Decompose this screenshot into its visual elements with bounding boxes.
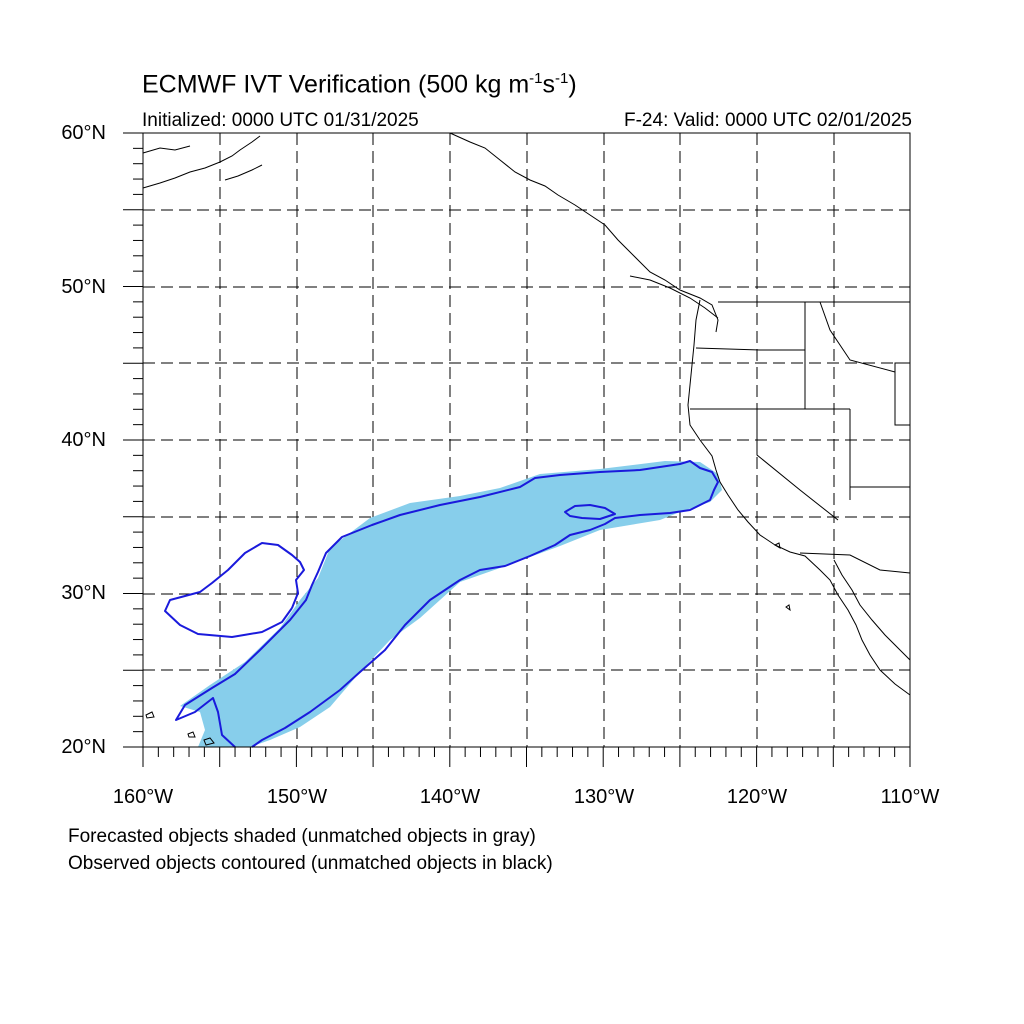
observed-legend-note: Observed objects contoured (unmatched ob…: [68, 853, 553, 874]
us-west-coast: [687, 299, 911, 696]
forecast-legend-note: Forecasted objects shaded (unmatched obj…: [68, 826, 536, 847]
observed-main-object: [175, 460, 719, 748]
observed-ivt-contours: [164, 460, 719, 748]
valid-label: F-24: Valid: 0000 UTC 02/01/2025: [624, 110, 912, 131]
lat-label-30n: 30°N: [61, 582, 106, 604]
lon-label-160w: 160°W: [112, 786, 174, 808]
forecast-ivt-object: [180, 461, 722, 747]
map-title: ECMWF IVT Verification (500 kg m-1s-1): [142, 70, 577, 99]
lon-label-130w: 130°W: [573, 786, 635, 808]
lon-label-120w: 120°W: [726, 786, 788, 808]
montana-border: [819, 301, 896, 373]
observed-inner-gap: [564, 504, 616, 520]
initialized-label: Initialized: 0000 UTC 01/31/2025: [142, 110, 419, 131]
lat-label-20n: 20°N: [61, 736, 106, 758]
alaska-coast: [142, 132, 719, 333]
vancouver-island: [629, 275, 719, 319]
political-borders: [690, 301, 911, 574]
lon-label-110w: 110°W: [880, 786, 940, 808]
channel-islands: [773, 542, 791, 612]
ca-nv-border: [756, 409, 839, 521]
mexico-border: [799, 552, 911, 574]
wa-or-border: [695, 347, 805, 351]
axis-ticks: [123, 132, 911, 767]
baja-coast: [833, 559, 911, 661]
lat-label-60n: 60°N: [61, 122, 106, 144]
lat-label-40n: 40°N: [61, 429, 106, 451]
observed-west-lobe: [164, 542, 305, 638]
lat-label-50n: 50°N: [61, 276, 106, 298]
wyoming-border: [894, 362, 911, 426]
hawaii-islands: [145, 711, 215, 746]
lon-label-140w: 140°W: [419, 786, 481, 808]
lon-label-150w: 150°W: [266, 786, 328, 808]
coastlines: [142, 132, 911, 746]
